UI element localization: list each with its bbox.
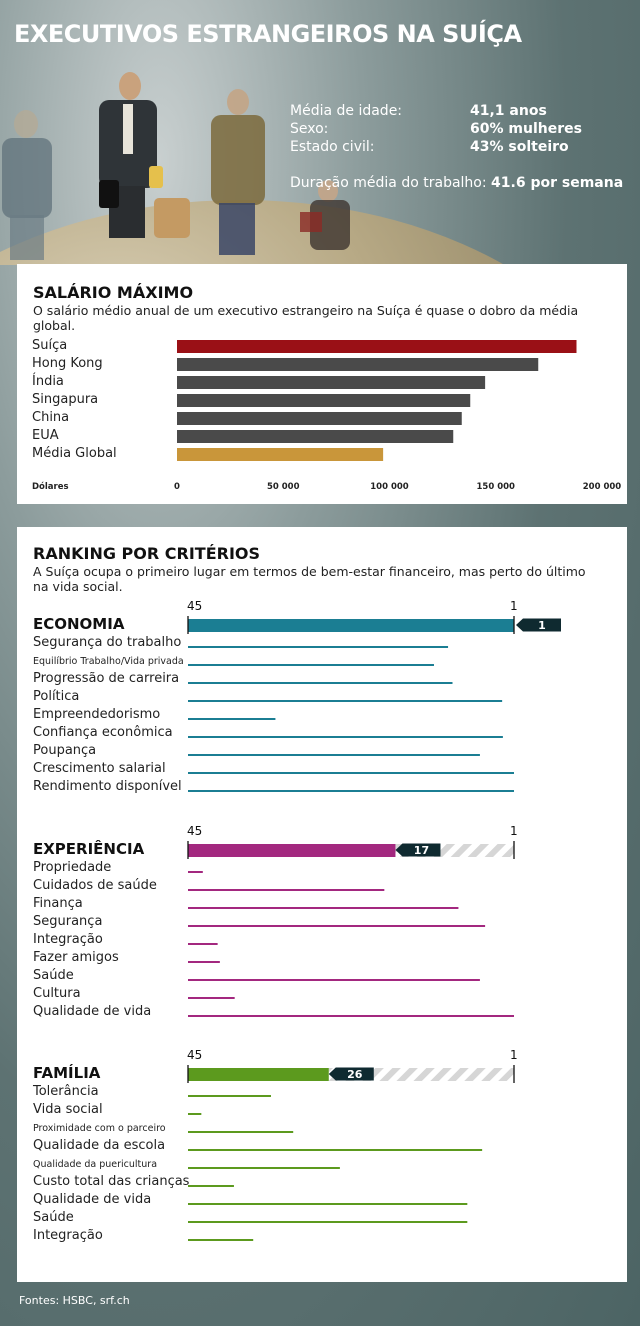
- familia-criterion-label: Integração: [33, 1228, 103, 1243]
- experiencia-criterion-label: Cultura: [33, 986, 81, 1001]
- experiencia-criterion-label: Fazer amigos: [33, 950, 119, 965]
- salary-bar-label: Singapura: [32, 392, 99, 407]
- economia-criterion-label: Progressão de carreira: [33, 671, 180, 686]
- familia-axis-end: 1: [510, 1048, 518, 1062]
- stat-duration: Duração média do trabalho: 41.6 por sema…: [290, 174, 623, 192]
- experiencia-criterion-label: Saúde: [33, 968, 74, 983]
- figurine-image: [300, 160, 370, 260]
- economia-criterion-label: Empreendedorismo: [33, 707, 161, 722]
- experiencia-criterion-label: Cuidados de saúde: [33, 878, 157, 893]
- hero-photo: EXECUTIVOS ESTRANGEIROS NA SUÍÇA Média d…: [0, 0, 640, 265]
- stat-value: 60% mulheres: [470, 121, 582, 137]
- economia-axis-end: 1: [510, 599, 518, 613]
- ranking-subtitle: A Suíça ocupa o primeiro lugar em termos…: [33, 564, 586, 594]
- stat-label: Sexo:: [290, 121, 329, 137]
- salary-bar-label: Hong Kong: [32, 356, 103, 371]
- economia-title: ECONOMIA: [33, 615, 125, 633]
- salary-bar-label: Índia: [32, 374, 64, 389]
- economia-rank-badge: [516, 618, 561, 632]
- familia-title: FAMÍLIA: [33, 1064, 101, 1082]
- salary-bar-label: EUA: [32, 428, 59, 443]
- experiencia-criterion-label: Segurança: [33, 914, 103, 929]
- salary-tick-label: 100 000: [370, 482, 409, 492]
- salary-panel: SALÁRIO MÁXIMO O salário médio anual de …: [17, 264, 627, 504]
- stat-value: 43% solteiro: [470, 139, 569, 155]
- familia-criterion-label: Qualidade da escola: [33, 1138, 166, 1153]
- salary-bar: [177, 376, 486, 389]
- experiencia-overall-bar: [188, 844, 396, 857]
- economia-criterion-label: Segurança do trabalho: [33, 635, 182, 650]
- experiencia-criterion-label: Qualidade de vida: [33, 1004, 152, 1019]
- salary-bar: [177, 448, 384, 461]
- economia-criterion-label: Equilíbrio Trabalho/Vida privada: [33, 656, 184, 667]
- ranking-panel: RANKING POR CRITÉRIOS A Suíça ocupa o pr…: [17, 527, 627, 1282]
- stat-value: 41,1 anos: [470, 103, 547, 119]
- familia-criterion-label: Qualidade de vida: [33, 1192, 152, 1207]
- experiencia-axis-start: 45: [187, 824, 202, 838]
- economia-rank-label: 1: [538, 619, 546, 632]
- economia-overall-bar: [188, 619, 514, 632]
- suitcase-image: [152, 192, 192, 240]
- salary-tick-label: 150 000: [477, 482, 516, 492]
- experiencia-rank-badge: [395, 843, 441, 857]
- page-title: EXECUTIVOS ESTRANGEIROS NA SUÍÇA: [14, 20, 522, 48]
- stat-label: Média de idade:: [290, 103, 403, 119]
- salary-bar: [177, 394, 471, 407]
- salary-bar-label: Suíça: [32, 338, 68, 353]
- familia-criterion-label: Custo total das crianças: [33, 1174, 190, 1189]
- salary-axis-label: Dólares: [32, 481, 69, 492]
- figurine-image: [205, 85, 275, 255]
- salary-subtitle: O salário médio anual de um executivo es…: [33, 303, 579, 333]
- salary-chart: Dólares 0 50 000 100 000 150 000 200 000: [32, 340, 622, 492]
- ranking-chart: 45 1 1 45 1 17 45 1 26: [187, 599, 561, 1241]
- sources-footer: Fontes: HSBC, srf.ch: [19, 1294, 130, 1307]
- salary-bar-label: China: [32, 410, 70, 425]
- familia-rank-label: 26: [347, 1068, 363, 1081]
- familia-criterion-label: Proximidade com o parceiro: [33, 1123, 166, 1134]
- ranking-title: RANKING POR CRITÉRIOS: [33, 544, 261, 563]
- familia-criterion-label: Tolerância: [33, 1084, 99, 1099]
- figurine-image: [95, 70, 165, 250]
- salary-bar: [177, 412, 462, 425]
- familia-criterion-label: Qualidade da puericultura: [33, 1159, 158, 1170]
- salary-bar: [177, 358, 539, 371]
- experiencia-criterion-label: Finança: [33, 896, 83, 911]
- familia-axis-start: 45: [187, 1048, 202, 1062]
- economia-criterion-label: Confiança econômica: [33, 725, 173, 740]
- economia-criterion-label: Crescimento salarial: [33, 761, 166, 776]
- stat-label: Duração média do trabalho:: [290, 175, 487, 191]
- salary-bar: [177, 340, 577, 353]
- economia-criterion-label: Rendimento disponível: [33, 779, 182, 794]
- economia-criterion-label: Política: [33, 689, 80, 704]
- salary-tick-label: 50 000: [267, 482, 300, 492]
- figurine-image: [0, 100, 70, 260]
- salary-tick-label: 200 000: [583, 482, 622, 492]
- stat-label: Estado civil:: [290, 139, 375, 155]
- experiencia-axis-end: 1: [510, 824, 518, 838]
- economia-criterion-label: Poupança: [33, 743, 97, 758]
- salary-bar: [177, 430, 454, 443]
- familia-criterion-label: Vida social: [33, 1102, 103, 1117]
- economia-axis-start: 45: [187, 599, 202, 613]
- familia-remaining-range: [328, 1068, 514, 1081]
- experiencia-criterion-label: Integração: [33, 932, 103, 947]
- experiencia-rank-label: 17: [414, 844, 429, 857]
- experiencia-criterion-label: Propriedade: [33, 860, 112, 875]
- salary-bar-label: Média Global: [32, 446, 117, 461]
- stat-value: 41.6 por semana: [491, 175, 624, 191]
- salary-title: SALÁRIO MÁXIMO: [33, 283, 194, 302]
- salary-tick-label: 0: [174, 482, 180, 492]
- experiencia-title: EXPERIÊNCIA: [33, 840, 145, 858]
- familia-criterion-label: Saúde: [33, 1210, 74, 1225]
- familia-overall-bar: [188, 1068, 329, 1081]
- familia-rank-badge: [328, 1067, 374, 1081]
